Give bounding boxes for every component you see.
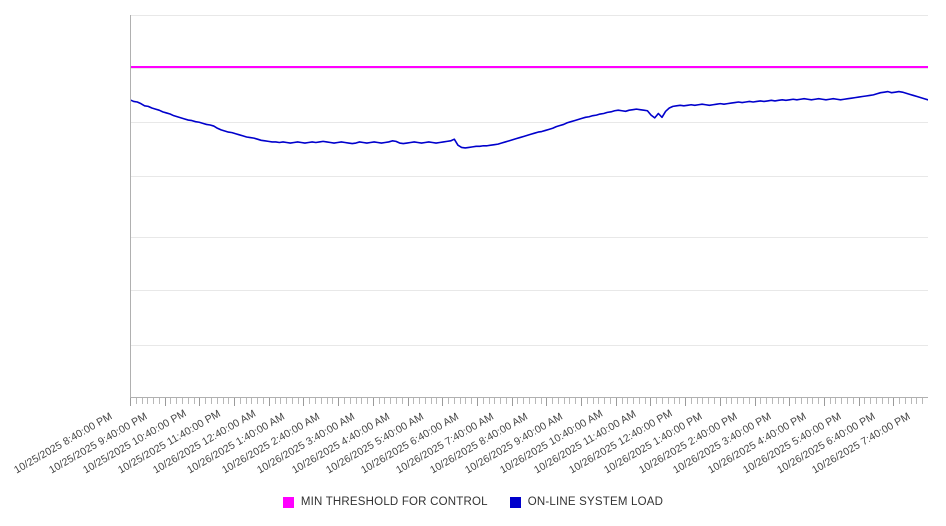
x-axis-tick-label: 10/26/2025 6:40:00 AM [358,410,461,477]
series-on-line-system-load [130,90,928,149]
x-axis-tick-label: 10/26/2025 5:40:00 AM [324,410,427,477]
x-axis-tick-label: 10/26/2025 10:40:00 AM [497,407,605,477]
x-axis-tick-label: 10/26/2025 1:40:00 PM [601,410,705,477]
legend-item-on-line-system-load[interactable]: ON-LINE SYSTEM LOAD [509,496,664,508]
x-axis-tick-label: 10/26/2025 7:40:00 PM [810,410,913,477]
x-axis-tick-label: 10/26/2025 3:40:00 AM [254,410,357,477]
legend-item-min-threshold-for-control[interactable]: MIN THRESHOLD FOR CONTROL [282,496,488,508]
legend-color-swatch-icon [282,496,294,508]
x-axis-tick-label: 10/26/2025 6:40:00 PM [775,410,878,477]
x-axis-tick-label: 10/26/2025 2:40:00 AM [220,410,323,477]
x-axis-tick-label: 10/26/2025 9:40:00 AM [463,410,565,477]
x-axis-tick-label: 10/26/2025 3:40:00 PM [671,410,774,477]
x-axis-tick-label: 10/25/2025 8:40:00 PM [12,410,115,477]
x-axis-tick-label: 10/26/2025 11:40:00 AM [532,408,639,477]
x-axis-tick-label: 10/26/2025 12:40:00 PM [567,407,675,477]
x-axis-tick-label: 10/26/2025 5:40:00 PM [740,410,843,477]
x-axis-tick-label: 10/25/2025 9:40:00 PM [46,410,150,477]
x-axis-tick-label: 10/26/2025 2:40:00 PM [636,410,739,477]
x-axis-tick-label: 10/26/2025 1:40:00 AM [185,410,288,477]
legend-item-label: MIN THRESHOLD FOR CONTROL [300,496,488,508]
chart-legend: MIN THRESHOLD FOR CONTROL ON-LINE SYSTEM… [0,496,946,508]
x-axis-tick-label: 10/26/2025 12:40:00 AM [150,407,258,477]
legend-item-label: ON-LINE SYSTEM LOAD [527,496,664,508]
x-axis-tick-label: 10/25/2025 11:40:00 PM [116,407,223,477]
x-axis-minor-ticks [130,398,923,404]
y-gridlines [130,15,928,346]
x-axis-tick-label: 10/26/2025 4:40:00 AM [289,410,392,477]
x-axis-tick-label: 10/26/2025 8:40:00 AM [428,410,531,477]
x-axis-tick-label: 10/26/2025 4:40:00 PM [705,410,809,477]
x-axis-tick-label: 10/25/2025 10:40:00 PM [81,407,189,477]
legend-color-swatch-icon [509,496,521,508]
x-axis-tick-label: 10/26/2025 7:40:00 AM [393,410,496,477]
plot-svg [130,15,928,406]
x-axis-major-ticks [130,398,894,406]
plot-area [130,15,928,406]
